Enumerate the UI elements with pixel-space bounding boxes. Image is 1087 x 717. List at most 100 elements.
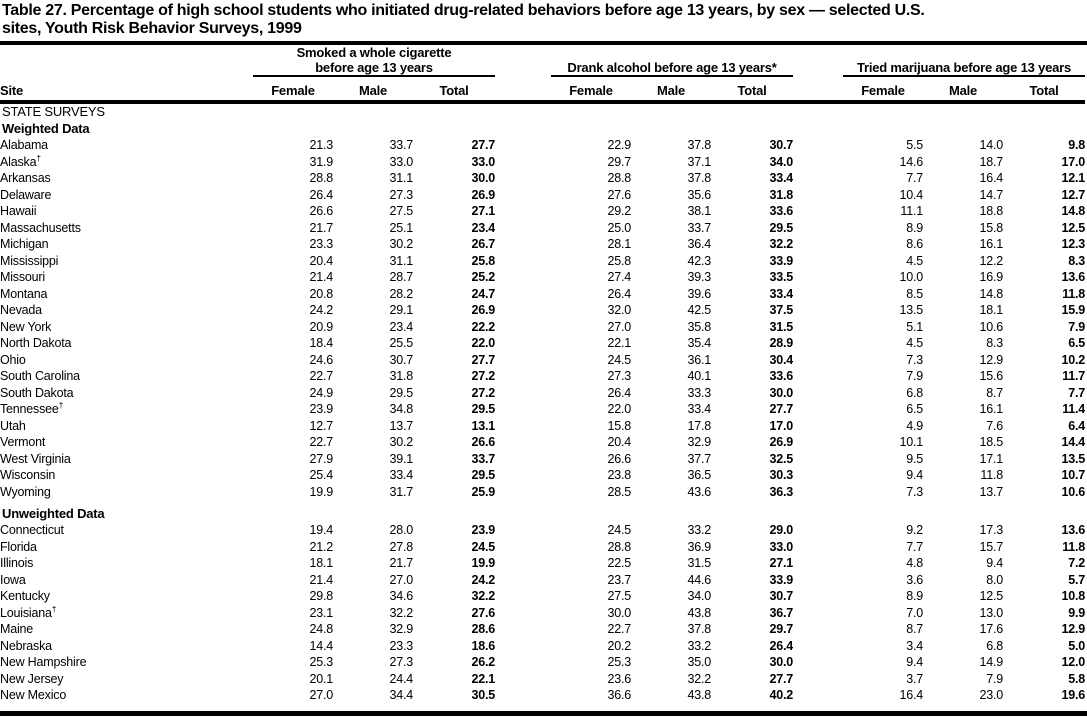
value-cell: 16.9 [979, 270, 1003, 284]
value-cell: 4.5 [906, 336, 923, 350]
table-row: Kentucky 29.8 34.6 32.2 27.5 34.0 30.7 8.9 12.5 1… [0, 588, 1085, 605]
value-cell: 33.5 [769, 270, 793, 284]
value-cell: 19.9 [471, 556, 495, 570]
table-row: Hawaii 26.6 27.5 27.1 29.2 38.1 33.6 11.1 18.8 14… [0, 203, 1085, 220]
group-gap [793, 572, 843, 589]
value-cell: 35.8 [687, 319, 711, 334]
site-cell: New York [0, 319, 52, 334]
group-gap [793, 539, 843, 556]
section-heading-row: STATE SURVEYS [0, 102, 1085, 121]
value-cell: 22.0 [607, 402, 631, 416]
value-cell: 10.1 [899, 435, 923, 449]
value-cell: 33.4 [769, 286, 793, 301]
group-gap [793, 467, 843, 484]
value-cell: 36.9 [687, 539, 711, 554]
value-cell: 25.1 [389, 220, 413, 235]
value-cell: 29.7 [607, 154, 631, 169]
value-cell: 18.7 [979, 154, 1003, 169]
value-cell: 22.5 [607, 556, 631, 570]
group-gap [793, 253, 843, 270]
value-cell: 7.7 [906, 171, 923, 185]
value-cell: 27.6 [607, 187, 631, 202]
value-cell: 13.7 [389, 418, 413, 433]
value-cell: 20.4 [607, 435, 631, 449]
value-cell: 9.9 [1068, 605, 1086, 620]
value-cell: 27.4 [607, 270, 631, 284]
table-row: New Jersey 20.1 24.4 22.1 23.6 32.2 27.7 3.7 7.9… [0, 671, 1085, 688]
value-cell: 26.2 [471, 655, 495, 669]
value-cell: 27.8 [389, 539, 413, 554]
value-cell: 42.3 [687, 253, 711, 268]
value-cell: 36.7 [769, 605, 793, 620]
value-cell: 4.8 [906, 556, 923, 570]
value-cell: 13.6 [1061, 523, 1086, 537]
value-cell: 23.1 [309, 605, 333, 620]
section-label: Unweighted Data [2, 505, 105, 521]
site-cell: Nevada [0, 303, 42, 317]
value-cell: 29.7 [769, 622, 793, 636]
group-gap [495, 170, 551, 187]
value-cell: 27.0 [389, 572, 413, 587]
site-cell: New Hampshire [0, 655, 87, 669]
value-cell: 18.6 [471, 638, 495, 653]
value-cell: 24.5 [471, 539, 495, 554]
value-cell: 33.6 [769, 369, 793, 383]
group-gap [495, 434, 551, 451]
value-cell: 32.2 [389, 605, 413, 620]
group-gap [495, 203, 551, 220]
group-gap [793, 654, 843, 671]
value-cell: 3.6 [906, 572, 923, 587]
value-cell: 43.8 [687, 605, 711, 620]
site-cell: Michigan [0, 237, 49, 251]
value-cell: 20.4 [309, 253, 333, 268]
value-cell: 6.4 [1068, 418, 1086, 433]
site-cell: Maine [0, 622, 34, 636]
group-gap [495, 451, 551, 468]
value-cell: 23.8 [607, 468, 631, 482]
group-gap [495, 572, 551, 589]
value-cell: 30.7 [769, 589, 793, 603]
table-row: Iowa 21.4 27.0 24.2 23.7 44.6 33.9 3.6 8.0 5.7 [0, 572, 1085, 589]
site-cell: New Jersey [0, 671, 64, 686]
group-gap [793, 352, 843, 369]
table-row: Wyoming 19.9 31.7 25.9 28.5 43.6 36.3 7.3 13.7 10… [0, 484, 1085, 501]
site-cell: Florida [0, 539, 37, 554]
value-cell: 22.7 [309, 369, 333, 383]
group-gap [495, 522, 551, 539]
group-gap [495, 588, 551, 605]
group-gap [495, 45, 551, 76]
group-header-cigarette-line1: Smoked a whole cigarette [296, 45, 452, 60]
value-cell: 33.7 [389, 138, 413, 152]
group-gap [495, 555, 551, 572]
value-cell: 33.0 [471, 154, 495, 169]
footnote-mark: † [58, 401, 64, 410]
group-header-cigarette-line2: before age 13 years [315, 60, 433, 75]
value-cell: 22.7 [309, 435, 333, 449]
value-cell: 16.4 [899, 688, 923, 702]
value-cell: 32.9 [687, 435, 711, 449]
group-header-marijuana: Tried marijuana before age 13 years [843, 45, 1086, 77]
col-header-male: Male [333, 76, 413, 104]
value-cell: 26.9 [471, 187, 495, 202]
value-cell: 28.0 [389, 523, 413, 537]
group-gap [793, 401, 843, 418]
value-cell: 40.1 [687, 369, 711, 383]
value-cell: 25.8 [607, 253, 631, 268]
col-header-female: Female [551, 76, 631, 104]
value-cell: 27.1 [769, 556, 793, 570]
value-cell: 10.4 [899, 187, 923, 202]
value-cell: 32.2 [687, 671, 711, 686]
site-cell: Illinois [0, 556, 34, 570]
value-cell: 8.5 [906, 286, 923, 301]
site-cell: Massachusetts [0, 220, 81, 235]
value-cell: 33.6 [769, 204, 793, 218]
value-cell: 29.5 [471, 402, 495, 416]
table-row: Illinois 18.1 21.7 19.9 22.5 31.5 27.1 4.8 9.4 7.… [0, 555, 1085, 572]
value-cell: 39.1 [389, 451, 413, 466]
site-cell: Wyoming [0, 484, 51, 499]
table-row: West Virginia 27.9 39.1 33.7 26.6 37.7 32.5 9.5… [0, 451, 1085, 468]
value-cell: 15.8 [607, 418, 631, 433]
site-cell: Nebraska [0, 638, 52, 653]
value-cell: 30.4 [769, 352, 793, 367]
group-gap [495, 467, 551, 484]
